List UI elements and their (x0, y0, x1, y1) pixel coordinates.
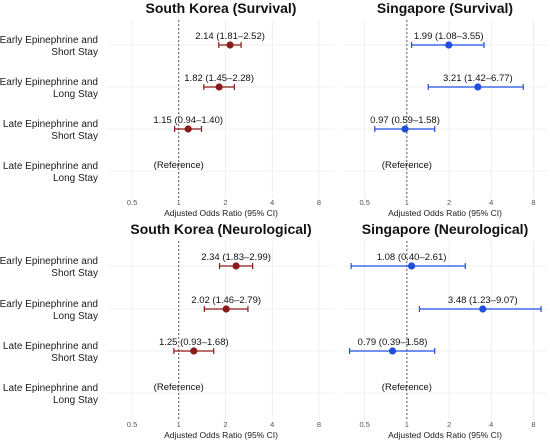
panel-1-row-label-1-line-2: Short Stay (51, 47, 98, 58)
panel-2-point-1 (445, 41, 453, 49)
panel-4-tick-label-1: 1 (405, 420, 409, 429)
panel-3-estimate-label-1: 2.34 (1.83–2.99) (201, 252, 271, 263)
panel-1-title: South Korea (Survival) (146, 0, 297, 16)
panel-3-row-label-2-line-2: Long Stay (53, 311, 98, 322)
panel-3-x-axis-title: Adjusted Odds Ratio (95% CI) (164, 430, 278, 440)
panel-1-row-label-3-line-2: Short Stay (51, 131, 98, 142)
panel-2-reference-label: (Reference) (382, 160, 432, 171)
panel-1-estimate-label-1: 2.14 (1.81–2.52) (195, 31, 265, 42)
panel-1-estimate-label-3: 1.15 (0.94–1.40) (153, 115, 223, 126)
panel-3-estimate-label-2: 2.02 (1.46–2.79) (191, 295, 261, 306)
panel-3-row-label-2-line-1: Early Epinephrine and (0, 299, 98, 310)
panel-2-tick-label-1: 1 (405, 198, 409, 207)
panel-3-row-label-3-line-1: Late Epinephrine and (3, 341, 98, 352)
panel-3-title: South Korea (Neurological) (130, 221, 311, 237)
panel-1-row-label-2-line-2: Long Stay (53, 89, 98, 100)
panel-3-tick-label-0: 0.5 (127, 420, 137, 429)
panel-3-tick-label-4: 8 (317, 420, 321, 429)
panel-3-tick-label-2: 2 (223, 420, 227, 429)
panel-1-tick-label-1: 1 (177, 198, 181, 207)
panel-1-row-label-1-line-1: Early Epinephrine and (0, 35, 98, 46)
panel-4-estimate-label-1: 1.08 (0.40–2.61) (377, 252, 447, 263)
panel-4-tick-label-0: 0.5 (359, 420, 369, 429)
panel-1-estimate-label-2: 1.82 (1.45–2.28) (184, 73, 254, 84)
panel-4-point-2 (479, 305, 487, 313)
panel-4-tick-label-2: 2 (447, 420, 451, 429)
panel-1-tick-label-2: 2 (223, 198, 227, 207)
panel-3-point-2 (222, 305, 230, 313)
panel-3-row-label-4-line-1: Late Epinephrine and (3, 383, 98, 394)
panel-3-row-label-1-line-2: Short Stay (51, 268, 98, 279)
panel-4-point-3 (388, 347, 397, 355)
panel-3-reference-label: (Reference) (154, 382, 204, 393)
panel-4-point-1 (407, 262, 416, 270)
panel-1-point-3 (184, 125, 192, 133)
panel-2-point-2 (474, 83, 482, 91)
panel-4-tick-label-4: 8 (531, 420, 535, 429)
panel-4-estimate-label-2: 3.48 (1.23–9.07) (448, 295, 518, 306)
panel-3-tick-label-1: 1 (177, 420, 181, 429)
panel-2-point-3 (401, 125, 409, 133)
panel-1-row-label-4-line-2: Long Stay (53, 173, 98, 184)
panel-1-tick-label-3: 4 (270, 198, 274, 207)
panel-4-x-axis-title: Adjusted Odds Ratio (95% CI) (388, 430, 502, 440)
panel-2-estimate-label-2: 3.21 (1.42–6.77) (443, 73, 513, 84)
panel-2-estimate-label-3: 0.97 (0.59–1.58) (370, 115, 440, 126)
panel-2-tick-label-2: 2 (447, 198, 451, 207)
panel-2-tick-label-3: 4 (489, 198, 493, 207)
panel-3-point-1 (232, 262, 240, 270)
panel-1-row-label-3-line-1: Late Epinephrine and (3, 119, 98, 130)
panel-4-reference-label: (Reference) (382, 382, 432, 393)
panel-2-title: Singapore (Survival) (377, 0, 513, 16)
panel-3-row-label-4-line-2: Long Stay (53, 395, 98, 406)
panel-3-row-label-1-line-1: Early Epinephrine and (0, 256, 98, 267)
panel-3-point-3 (190, 347, 198, 355)
panel-3-row-label-3-line-2: Short Stay (51, 353, 98, 364)
panel-4-tick-label-3: 4 (489, 420, 493, 429)
panel-1-x-axis-title: Adjusted Odds Ratio (95% CI) (164, 208, 278, 218)
panel-1-point-1 (226, 41, 234, 49)
panel-1-tick-label-0: 0.5 (127, 198, 137, 207)
panel-1-reference-label: (Reference) (154, 160, 204, 171)
panel-1-point-2 (215, 83, 223, 91)
panel-1-row-label-2-line-1: Early Epinephrine and (0, 77, 98, 88)
panel-2-estimate-label-1: 1.99 (1.08–3.55) (414, 31, 484, 42)
panel-4-title: Singapore (Neurological) (362, 221, 528, 237)
panel-4-estimate-label-3: 0.79 (0.39–1.58) (358, 337, 428, 348)
panel-3-estimate-label-3: 1.25 (0.93–1.68) (159, 337, 229, 348)
panel-2-tick-label-4: 8 (531, 198, 535, 207)
panel-1-tick-label-4: 8 (317, 198, 321, 207)
panel-1-row-label-4-line-1: Late Epinephrine and (3, 161, 98, 172)
panel-3-tick-label-3: 4 (270, 420, 274, 429)
panel-2-tick-label-0: 0.5 (359, 198, 369, 207)
panel-2-x-axis-title: Adjusted Odds Ratio (95% CI) (388, 208, 502, 218)
